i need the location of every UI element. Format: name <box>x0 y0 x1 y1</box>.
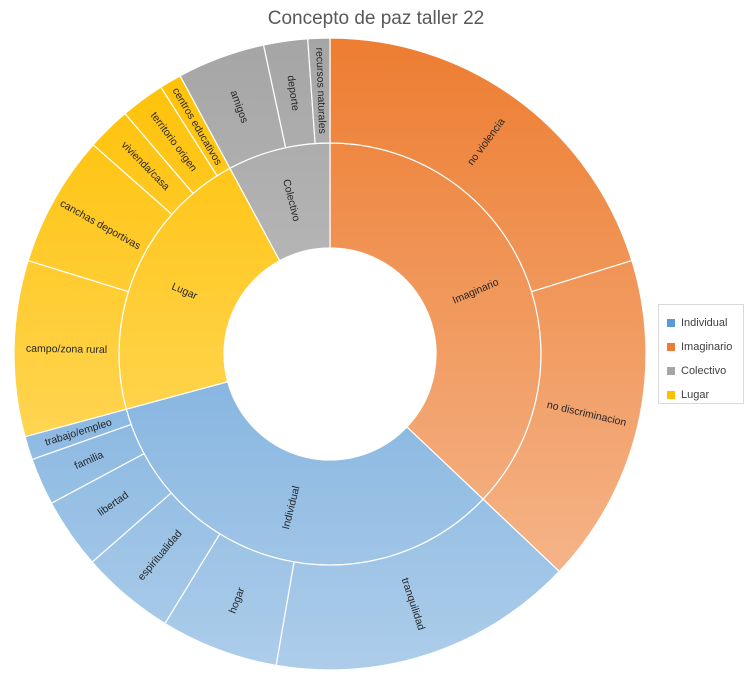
legend-label: Individual <box>681 317 728 329</box>
legend-label: Imaginario <box>681 341 733 353</box>
label-campo-zona-rural: campo/zona rural <box>26 343 107 356</box>
legend-item-imaginario: Imaginario <box>667 335 743 359</box>
legend-item-colectivo: Colectivo <box>667 359 743 383</box>
legend-swatch <box>667 343 675 351</box>
chart-title: Concepto de paz taller 22 <box>267 8 485 29</box>
legend: Individual Imaginario Colectivo Lugar <box>658 304 744 404</box>
legend-item-individual: Individual <box>667 311 743 335</box>
segment-recursos-naturales[interactable] <box>307 37 331 145</box>
label-deporte: deporte <box>284 75 301 112</box>
legend-label: Colectivo <box>681 365 727 377</box>
legend-swatch <box>667 391 675 399</box>
label-recursos-naturales: recursos naturales <box>313 47 328 134</box>
legend-swatch <box>667 319 675 327</box>
legend-label: Lugar <box>681 389 710 401</box>
legend-swatch <box>667 367 675 375</box>
segment-no-violencia[interactable] <box>329 37 633 293</box>
legend-item-lugar: Lugar <box>667 383 743 407</box>
